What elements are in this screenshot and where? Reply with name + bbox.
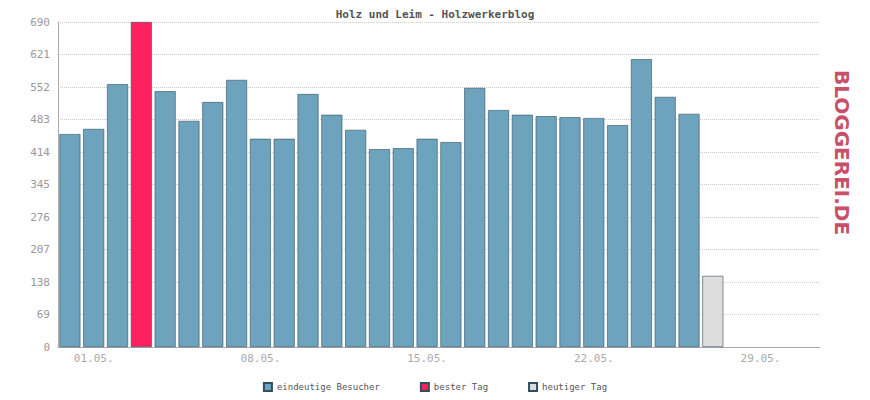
svg-text:08.05.: 08.05. [241, 352, 281, 365]
svg-text:29.05.: 29.05. [741, 352, 781, 365]
svg-text:22.05.: 22.05. [574, 352, 614, 365]
svg-text:414: 414 [30, 146, 50, 159]
svg-text:276: 276 [30, 211, 50, 224]
svg-text:eindeutige Besucher: eindeutige Besucher [277, 382, 381, 392]
svg-text:69: 69 [37, 308, 50, 321]
svg-text:483: 483 [30, 113, 50, 126]
svg-text:138: 138 [30, 276, 50, 289]
svg-text:15.05.: 15.05. [407, 352, 447, 365]
svg-text:BLOGGEREI.DE: BLOGGEREI.DE [830, 70, 854, 235]
svg-text:690: 690 [30, 16, 50, 29]
svg-text:Holz und Leim - Holzwerkerblog: Holz und Leim - Holzwerkerblog [336, 8, 535, 21]
svg-text:bester Tag: bester Tag [434, 382, 488, 392]
svg-text:345: 345 [30, 178, 50, 191]
svg-text:0: 0 [43, 341, 50, 354]
svg-text:207: 207 [30, 243, 50, 256]
svg-text:heutiger Tag: heutiger Tag [542, 382, 607, 392]
svg-text:621: 621 [30, 48, 50, 61]
svg-text:01.05.: 01.05. [74, 352, 114, 365]
svg-text:552: 552 [30, 81, 50, 94]
